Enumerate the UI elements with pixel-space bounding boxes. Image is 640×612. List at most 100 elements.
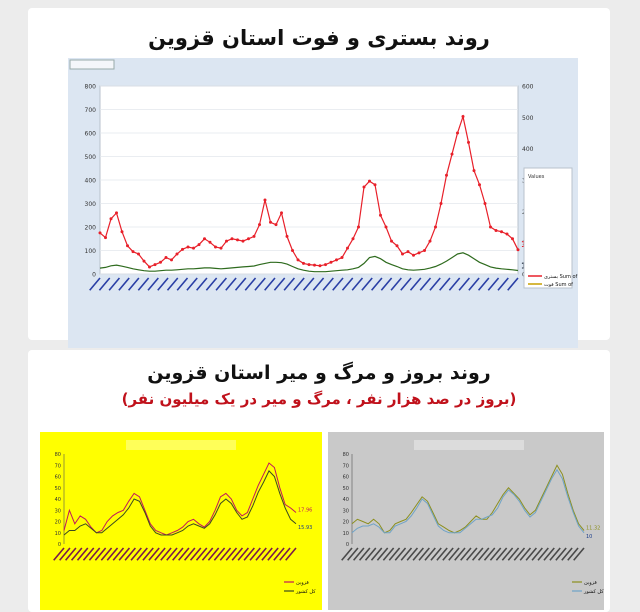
x-tick-label [361, 277, 373, 291]
x-tick-label [489, 547, 502, 561]
mortality-chart: 0 10 20 30 40 50 60 70 80 11.32 10 قزوين کل کشور [328, 432, 604, 610]
x-tick-label [264, 277, 276, 291]
y-tick-label: 40 [55, 497, 61, 503]
incidence-chart: 0 10 20 30 40 50 60 70 80 17.96 15.93 قزوين کل کشور [40, 432, 322, 610]
chart-title-hospitalization: روند بستری و فوت استان قزوین [148, 26, 490, 50]
x-tick-label [273, 277, 286, 291]
hospitalization-series-point [291, 249, 294, 252]
x-tick-label [468, 277, 480, 291]
x-tick-label [166, 277, 179, 291]
hospitalization-series-point [450, 152, 454, 156]
hospitalization-series-point [329, 260, 333, 264]
x-tick-label [567, 547, 579, 561]
x-tick-label [59, 547, 71, 561]
hospitalization-series-point [159, 260, 162, 264]
hospitalization-series-point [313, 263, 316, 267]
x-tick-label [351, 277, 364, 291]
x-tick-label [108, 277, 121, 291]
x-tick-label [160, 547, 172, 561]
x-tick-label [166, 547, 178, 561]
hospitalization-series-point [445, 173, 448, 177]
x-tick-label [573, 547, 585, 561]
y-tick-label: 200 [85, 225, 97, 232]
x-tick-label [147, 277, 159, 291]
iran-series-line [63, 470, 297, 536]
x-tick-label [201, 547, 214, 561]
hospitalization-series-point [269, 220, 272, 224]
legend-box [523, 167, 573, 289]
hospitalization-series-point [208, 240, 212, 244]
x-tick-label [243, 547, 255, 561]
hospitalization-series-point [456, 131, 459, 135]
x-tick-label [501, 547, 514, 561]
hospitalization-series-point [186, 245, 190, 249]
hospitalization-chart: 0100200300400500600700800010020030040050… [68, 58, 578, 348]
hospitalization-series-point [285, 234, 289, 238]
hospitalization-series-point [483, 202, 487, 205]
y-tick-label: 80 [343, 452, 349, 458]
hospitalization-series-point [175, 252, 179, 256]
x-tick-label [118, 547, 131, 561]
x-tick-label [293, 277, 305, 291]
hospitalization-series-point [197, 243, 201, 247]
hospitalization-series-point [126, 244, 129, 248]
x-tick-label [454, 547, 466, 561]
x-tick-label [261, 547, 273, 561]
x-tick-label [207, 547, 220, 561]
hospitalization-series-point [417, 251, 421, 255]
x-tick-label [412, 547, 424, 561]
x-tick-label [332, 277, 344, 291]
x-tick-label [466, 547, 478, 561]
hospitalization-series-point [324, 263, 327, 267]
y-tick-label: 800 [85, 84, 97, 91]
x-tick-label [118, 277, 130, 291]
hospitalization-series-point [395, 244, 399, 248]
x-tick-label [64, 547, 77, 561]
x-tick-label [507, 547, 520, 561]
legend-entry: کل کشور [295, 589, 316, 595]
chart-background [40, 432, 322, 610]
legend-entry: قزوين [584, 580, 597, 586]
hospitalization-series-point [181, 247, 184, 251]
x-tick-label [285, 547, 297, 561]
x-tick-label [154, 547, 166, 561]
hospitalization-series-point [219, 246, 223, 250]
hospitalization-series-point [318, 264, 322, 268]
qazvin-series-line [63, 462, 297, 536]
hospitalization-series-point [192, 246, 195, 250]
x-tick-label [100, 547, 113, 561]
x-tick-label [82, 547, 95, 561]
x-tick-label [148, 547, 160, 561]
hospitalization-series-point [247, 237, 250, 241]
hospitalization-series-point [428, 239, 432, 243]
hospitalization-series-point [500, 230, 503, 234]
hospitalization-series-point [357, 225, 360, 229]
hospitalization-series-point [505, 232, 509, 236]
x-tick-label [525, 547, 538, 561]
y-tick-label: 80 [55, 452, 61, 458]
y2-tick-label: 500 [522, 115, 534, 122]
hospitalization-series-point [472, 169, 476, 173]
x-tick-label [388, 547, 401, 561]
death-series-line [99, 252, 519, 273]
x-tick-label [70, 547, 83, 561]
hospitalization-series-point [142, 259, 146, 263]
x-tick-label [448, 277, 461, 291]
x-tick-label [88, 547, 101, 561]
hospitalization-series-point [280, 211, 283, 215]
x-tick-label [130, 547, 142, 561]
hospitalization-series-point [434, 225, 437, 229]
x-tick-label [255, 547, 267, 561]
y2-tick-label: 400 [522, 146, 534, 153]
hospitalization-series-point [263, 198, 267, 202]
y-tick-label: 40 [343, 497, 349, 503]
x-tick-label [458, 277, 471, 291]
x-tick-label [279, 547, 291, 561]
x-tick-label [267, 547, 279, 561]
hospitalization-series-point [340, 256, 344, 260]
hospitalization-series-point [461, 115, 465, 119]
x-tick-label [157, 277, 169, 291]
x-tick-label [370, 547, 383, 561]
x-tick-label [341, 277, 354, 291]
y-tick-label: 400 [85, 178, 97, 185]
